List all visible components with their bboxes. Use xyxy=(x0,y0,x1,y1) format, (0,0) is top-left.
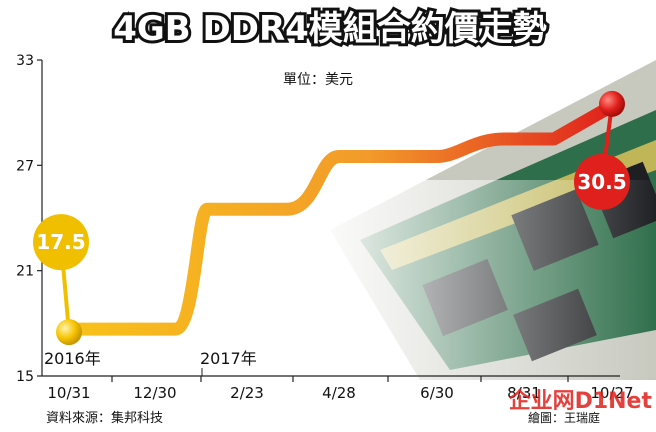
plot-area: 17.5 30.5 xyxy=(33,90,630,346)
y-tick-label: 27 xyxy=(16,158,34,174)
x-tick-label: 4/28 xyxy=(322,384,356,402)
callout-label: 30.5 xyxy=(577,170,626,194)
watermark-text: 企业网D1Net xyxy=(508,388,653,414)
chart-title: 4GB DDR4模組合約價走勢 xyxy=(113,9,547,49)
memory-module-illustration xyxy=(300,60,656,380)
x-tick-label: 12/30 xyxy=(133,384,176,402)
start-point-marker xyxy=(56,319,82,346)
y-tick-label: 33 xyxy=(16,53,34,69)
end-point-marker xyxy=(599,90,625,117)
x-tick-label: 10/27 xyxy=(590,384,633,402)
callout-bubble xyxy=(574,153,630,210)
year-label: 2016年 xyxy=(44,349,101,368)
axes: 15 21 27 33 10/31 12/30 2/23 4/28 6/30 8/31 10/27 xyxy=(16,53,633,402)
x-tick-label: 6/30 xyxy=(420,384,454,402)
x-tick-label: 8/31 xyxy=(507,384,541,402)
source-text: 資料來源：集邦科技 xyxy=(46,410,163,426)
credit-text: 繪圖：王瑞庭 xyxy=(528,410,600,425)
year-label: 2017年 xyxy=(200,349,257,368)
labels: 2016年 2017年 xyxy=(44,349,257,368)
callout-bubble xyxy=(33,214,89,271)
y-tick-label: 15 xyxy=(16,369,34,385)
series-line xyxy=(66,99,619,336)
unit-label: 單位：美元 xyxy=(283,72,353,88)
y-tick-label: 21 xyxy=(16,264,34,280)
callout-label: 17.5 xyxy=(36,230,85,254)
x-tick-label: 10/31 xyxy=(47,384,90,402)
x-tick-label: 2/23 xyxy=(230,384,264,402)
